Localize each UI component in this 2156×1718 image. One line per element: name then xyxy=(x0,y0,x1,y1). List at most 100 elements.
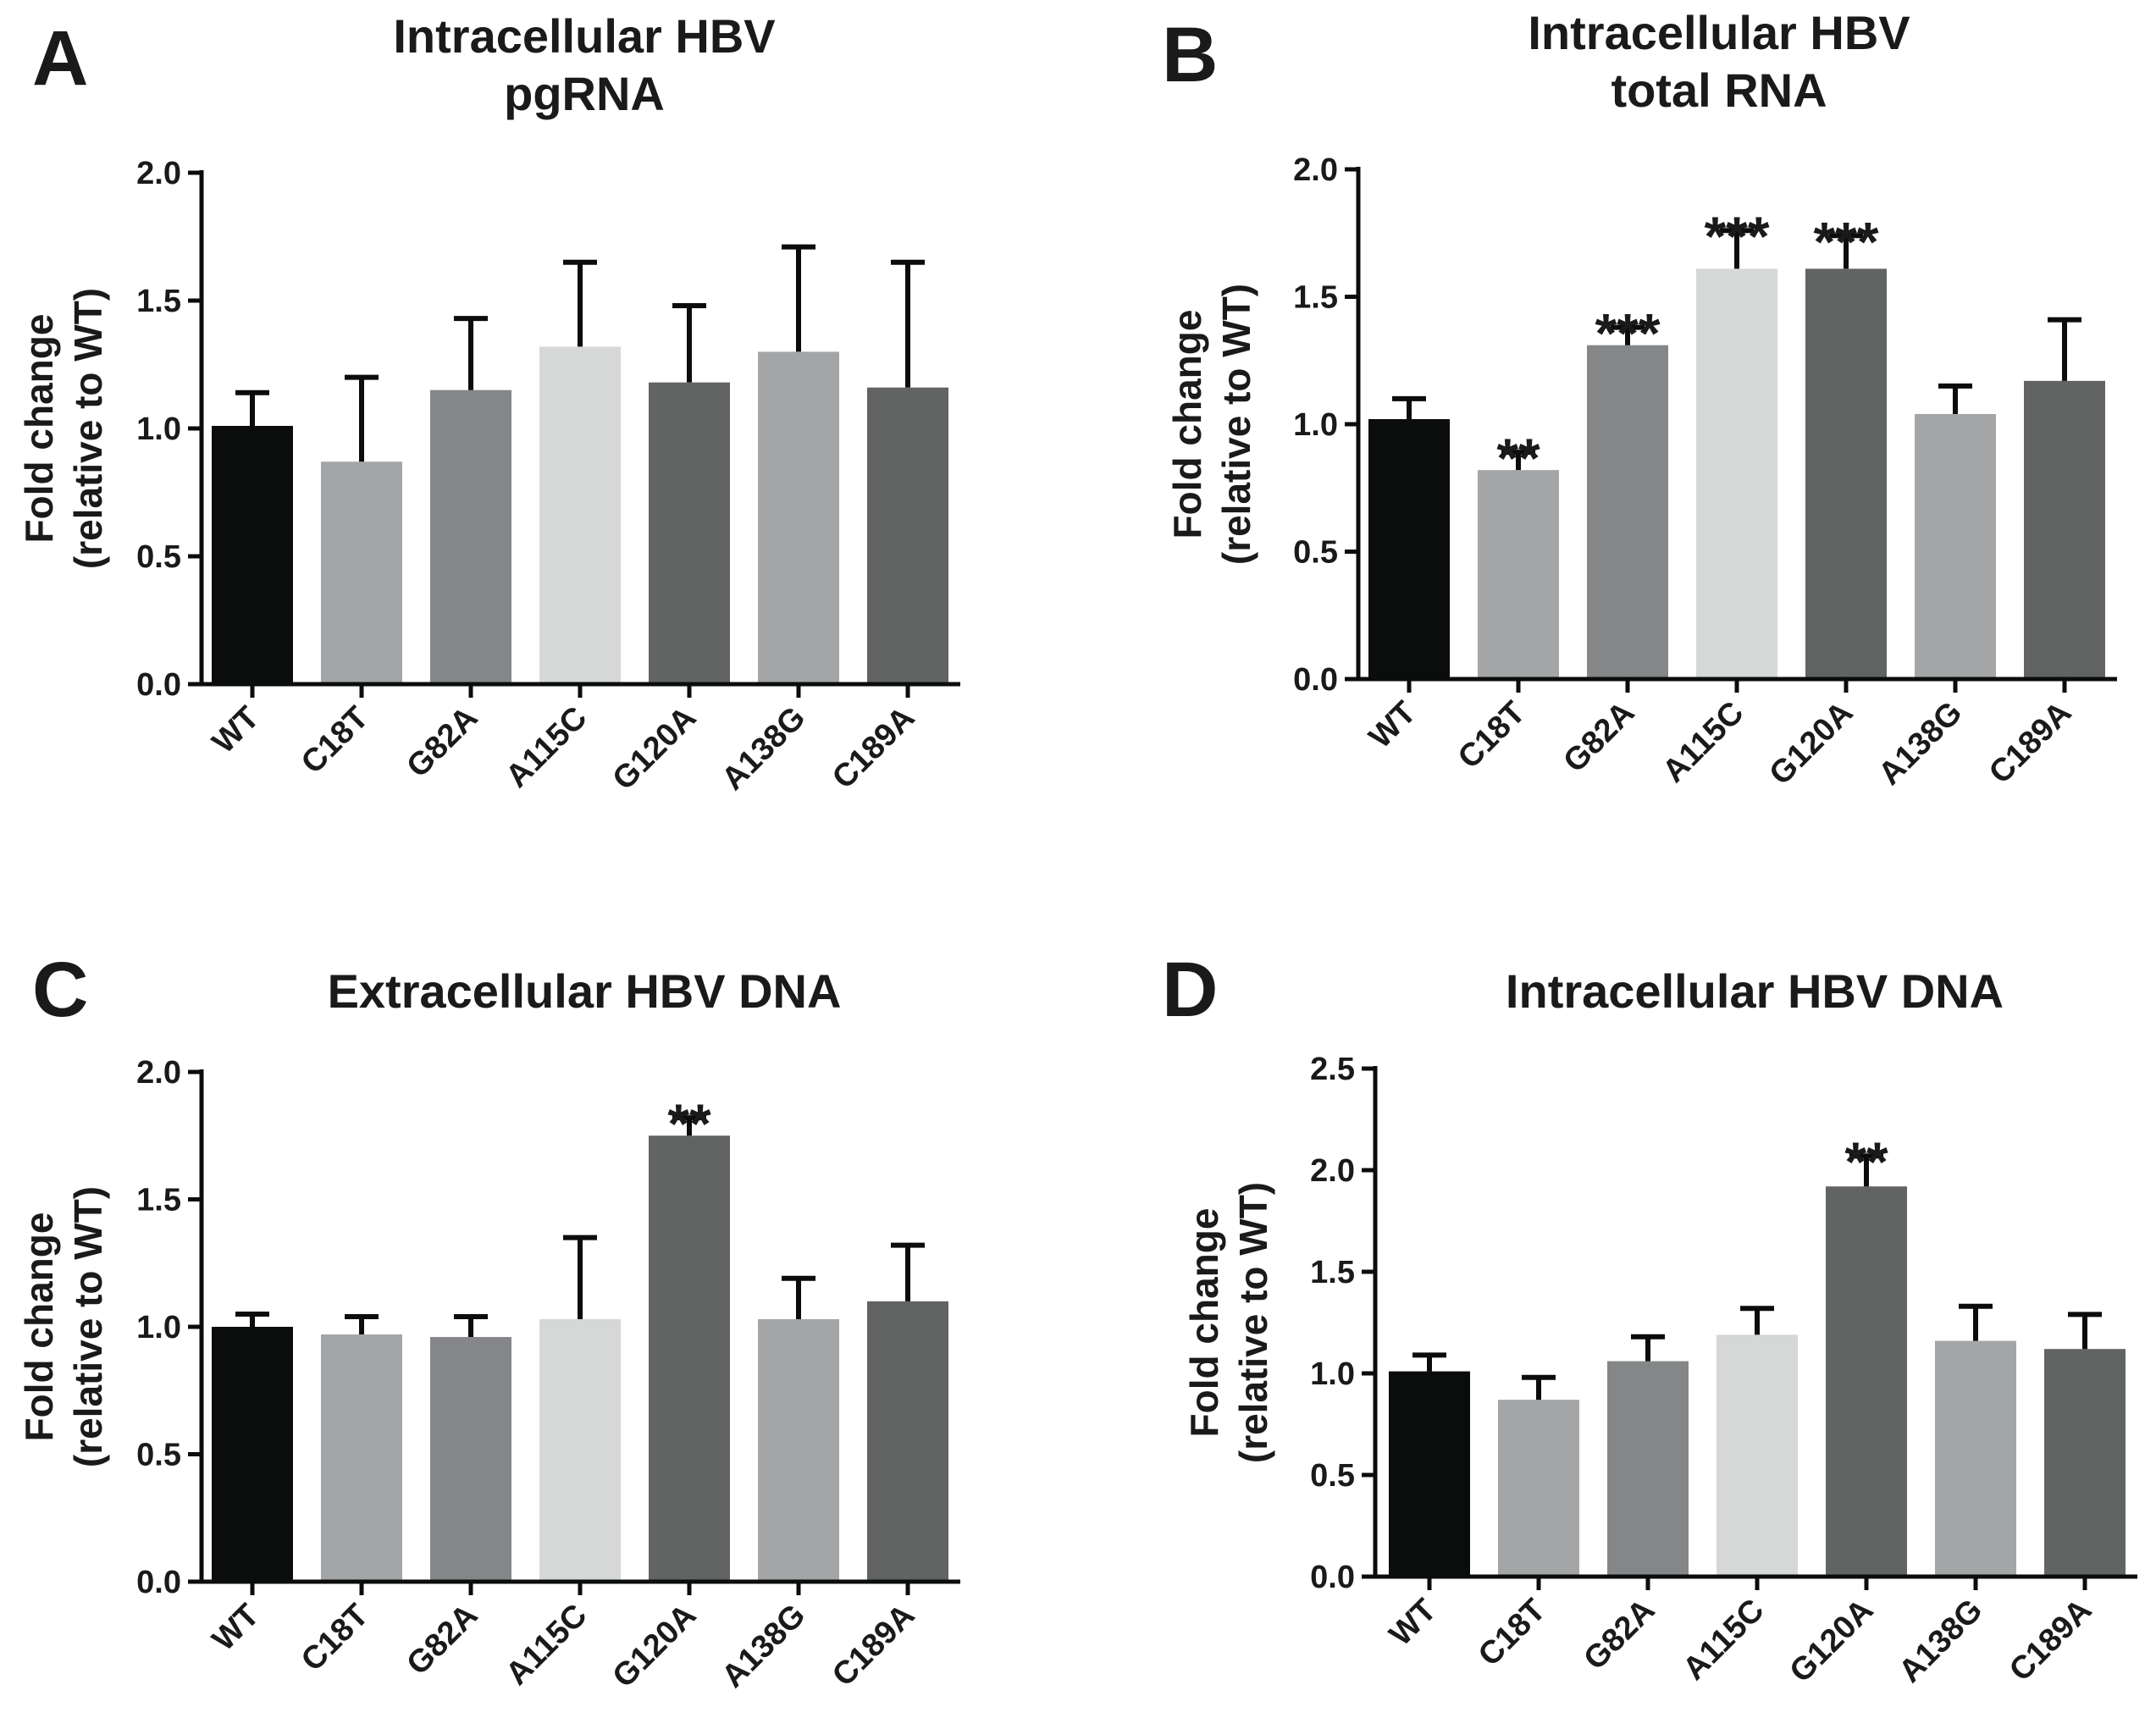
bar-a115c xyxy=(539,346,621,684)
error-bar xyxy=(1631,1334,1665,1362)
category-label: G120A xyxy=(606,700,704,798)
bar-c18t xyxy=(1498,1400,1579,1577)
bar-g120a xyxy=(1826,1186,1907,1577)
bar-a138g xyxy=(758,1318,839,1582)
error-bar xyxy=(563,1235,597,1319)
category-label: G82A xyxy=(1556,695,1641,780)
bar-g82a xyxy=(430,1337,511,1582)
category-label: A138G xyxy=(716,1598,813,1695)
error-bar xyxy=(345,1313,379,1335)
category-label: C18T xyxy=(295,1598,375,1678)
y-axis-label: (relative to WT) xyxy=(66,288,110,569)
significance-marker: ** xyxy=(1844,1130,1888,1193)
category-label: A138G xyxy=(1872,695,1970,793)
y-tick-label: 0.5 xyxy=(1310,1458,1355,1494)
chart-title: Extracellular HBV DNA xyxy=(328,964,842,1018)
panel-letter: D xyxy=(1162,947,1218,1033)
category-label: WT xyxy=(1383,1593,1443,1653)
y-tick-label: 0.0 xyxy=(136,667,181,703)
category-label: G120A xyxy=(1763,695,1860,793)
error-bar xyxy=(1522,1374,1556,1400)
error-bar xyxy=(454,316,488,390)
bar-c18t xyxy=(321,1334,402,1582)
y-tick-label: 0.0 xyxy=(1310,1560,1355,1595)
error-bar xyxy=(1849,1153,1883,1187)
panel-letter: C xyxy=(32,947,88,1033)
y-tick-label: 0.5 xyxy=(136,1438,181,1473)
category-label: C18T xyxy=(1451,695,1532,776)
y-axis-label: Fold change xyxy=(1165,310,1209,539)
category-label: A115C xyxy=(499,1598,594,1693)
bar-c189a xyxy=(2044,1349,2126,1577)
y-tick-label: 2.0 xyxy=(136,1055,181,1091)
error-bar xyxy=(1938,383,1972,414)
bar-g120a xyxy=(649,1135,730,1582)
y-tick-label: 1.0 xyxy=(136,412,181,447)
category-label: A115C xyxy=(1676,1593,1771,1688)
bar-a115c xyxy=(539,1318,621,1582)
bar-g120a xyxy=(1805,268,1887,679)
chart-title: Intracellular HBV xyxy=(1528,6,1910,59)
y-tick-label: 1.0 xyxy=(1293,407,1338,443)
significance-marker: *** xyxy=(1813,210,1878,273)
category-label: G120A xyxy=(606,1598,704,1695)
error-bar xyxy=(235,1311,269,1327)
bar-a115c xyxy=(1717,1334,1798,1577)
error-bar xyxy=(1720,228,1754,269)
category-label: C189A xyxy=(826,1598,921,1693)
y-tick-label: 1.0 xyxy=(136,1310,181,1345)
category-label: C189A xyxy=(1982,695,2078,791)
y-tick-label: 1.0 xyxy=(1310,1356,1355,1392)
bar-a115c xyxy=(1696,268,1777,679)
bar-g120a xyxy=(649,382,730,684)
category-label: A138G xyxy=(1893,1593,1990,1690)
y-axis-label: Fold change xyxy=(17,1213,61,1442)
chart-title: Intracellular HBV DNA xyxy=(1506,964,2004,1018)
significance-marker: *** xyxy=(1595,302,1660,365)
bar-c189a xyxy=(867,387,948,684)
y-tick-label: 1.5 xyxy=(1310,1255,1355,1290)
bar-wt xyxy=(212,425,293,684)
chart-panel-c: C Extracellular HBV DNA Fold change (relati… xyxy=(17,947,960,1695)
y-axis-label: Fold change xyxy=(1182,1208,1226,1438)
error-bar xyxy=(672,1115,706,1136)
category-label: G82A xyxy=(400,1598,484,1682)
category-label: C18T xyxy=(1472,1593,1552,1673)
error-bar xyxy=(891,1242,925,1301)
error-bar xyxy=(672,303,706,383)
bar-c189a xyxy=(2024,380,2105,679)
category-label: WT xyxy=(206,1598,266,1658)
significance-marker: ** xyxy=(1496,427,1540,489)
error-bar xyxy=(563,259,597,347)
bar-wt xyxy=(212,1327,293,1582)
panel-letter: A xyxy=(32,15,88,102)
y-tick-label: 0.0 xyxy=(136,1565,181,1600)
error-bar xyxy=(1412,1352,1446,1372)
bar-c18t xyxy=(1478,470,1559,679)
y-axis-label: (relative to WT) xyxy=(1214,284,1258,565)
y-axis-label: Fold change xyxy=(17,314,61,544)
category-label: G120A xyxy=(1783,1593,1881,1690)
category-label: C189A xyxy=(826,700,921,796)
error-bar xyxy=(782,1275,815,1319)
bar-g82a xyxy=(1607,1361,1689,1577)
category-label: A115C xyxy=(499,700,594,795)
category-label: G82A xyxy=(400,700,484,785)
chart-panel-d: D Intracellular HBV DNA Fold change (relati… xyxy=(1162,947,2137,1690)
bar-a138g xyxy=(1935,1340,2016,1577)
bar-wt xyxy=(1389,1371,1470,1577)
bar-g82a xyxy=(430,389,511,684)
error-bar xyxy=(2048,317,2081,381)
category-label: WT xyxy=(206,700,266,760)
category-label: C18T xyxy=(295,700,375,781)
error-bar xyxy=(891,259,925,388)
bar-wt xyxy=(1368,418,1450,679)
significance-marker: ** xyxy=(667,1092,711,1155)
y-tick-label: 2.0 xyxy=(1293,152,1338,188)
error-bar xyxy=(454,1313,488,1338)
y-tick-label: 0.5 xyxy=(1293,535,1338,571)
y-tick-label: 1.5 xyxy=(1293,280,1338,316)
category-label: C189A xyxy=(2003,1593,2098,1688)
